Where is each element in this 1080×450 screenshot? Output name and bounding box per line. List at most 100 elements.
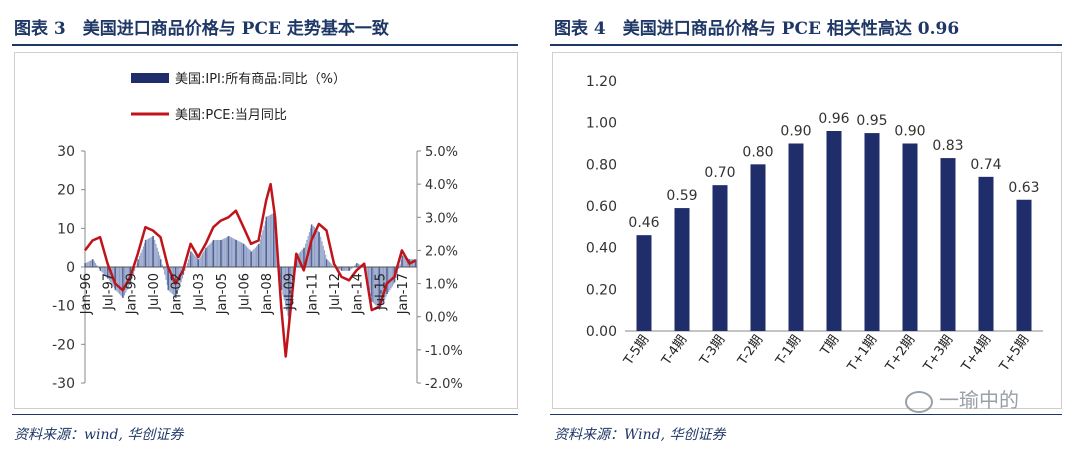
bar-mark [383,267,385,302]
bar-mark [826,131,842,331]
bar-mark [166,267,168,286]
bar-mark [320,236,322,267]
data-label: 0.70 [704,165,735,181]
right-tick-label: 4.0% [425,178,458,193]
category-label: T+2期 [882,333,918,375]
bar-mark [318,232,320,267]
bar-mark [253,248,255,267]
data-label: 0.95 [856,113,887,129]
bar-mark [415,259,417,267]
x-tick-label: Jan-11 [305,273,320,315]
chart-title-right: 图表 4 美国进口商品价格与 PCE 相关性高达 0.96 [554,19,960,39]
bar-mark [265,216,267,267]
left-tick-label: -30 [52,376,75,392]
bar-mark [199,257,201,267]
bar-mark [244,245,246,267]
data-label: 0.90 [780,124,811,140]
x-tick-label: Jan-02 [170,273,185,315]
bar-mark [271,214,273,267]
bar-mark [195,256,197,267]
bar-mark [371,267,373,302]
bar-mark [902,143,918,331]
bar-mark [274,225,276,267]
bar-mark [272,213,274,267]
bar-chart: 1.20 1.00 0.80 0.60 0.40 0.20 0.00 0.46 T-5期 0.59… [586,74,1043,375]
bar-mark [102,267,104,274]
bar-mark [234,239,236,267]
bar-mark [384,267,386,300]
source-note-left: 资料来源：wind, 华创证券 [14,427,184,443]
title-rule-left [12,44,518,46]
bar-mark [378,267,381,310]
bar-mark [310,224,313,267]
bar-mark [184,267,186,271]
right-tick-label: 5.0% [425,145,458,160]
bar-mark [209,243,211,267]
bar-mark [284,267,287,306]
bar-mark [257,243,260,267]
bar-mark [101,267,103,273]
bar-mark [218,239,220,267]
bar-mark [356,263,358,267]
bar-mark [227,236,230,267]
category-label: T-3期 [697,333,729,369]
bar-mark [117,267,119,293]
bar-mark [414,259,417,267]
chart-frame-right: 1.20 1.00 0.80 0.60 0.40 0.20 0.00 0.46 T-5期 0.59… [552,52,1062,409]
y-tick-label: 0.00 [586,324,617,340]
chart-title-left: 图表 3 美国进口商品价格与 PCE 走势基本一致 [14,19,389,39]
bar-mark [337,267,339,269]
bottom-rule-right [550,414,1062,415]
bar-mark [93,261,95,267]
bar-mark [165,267,167,280]
bar-mark [103,267,105,275]
bar-mark [84,263,86,267]
bar-mark [219,239,221,267]
bar-mark [355,264,357,267]
bar-mark [263,225,265,267]
bar-mark [280,267,282,291]
bar-mark [87,261,89,267]
bar-mark [242,243,244,267]
x-tick-label: Jan-05 [215,273,230,315]
bar-mark [350,267,352,270]
bar-mark [167,267,169,291]
bar-mark [262,230,264,267]
category-label: T+4期 [958,333,994,375]
bar-mark [344,267,346,271]
bar-mark [206,246,209,267]
bar-mark [346,267,348,271]
x-tick-label: Jan-99 [124,273,139,315]
bar-mark [215,239,217,267]
bar-mark [227,236,229,267]
x-tick-label: Jan-08 [260,273,275,315]
bar-mark [391,267,393,287]
bar-mark [413,259,415,267]
bar-mark [212,241,214,267]
bar-mark [273,212,275,267]
bar-mark [147,238,149,267]
bar-mark [162,267,165,270]
bar-mark [208,245,210,267]
bar-mark [99,267,101,271]
bar-mark [287,267,289,316]
bar-mark [196,257,199,267]
bar-mark [325,259,328,267]
bar-mark [301,250,303,267]
bar-mark [359,264,361,267]
bar-mark [313,227,315,267]
bar-mark [164,267,166,275]
category-label: T+1期 [844,333,880,375]
bar-mark [348,267,350,271]
bar-mark [96,265,98,267]
bar-mark [144,243,146,267]
category-label: T-5期 [621,333,653,369]
bar-mark [113,267,116,289]
data-label: 0.83 [932,138,963,154]
bar-mark [636,235,652,331]
bar-mark [321,241,323,267]
bar-mark [674,208,690,331]
data-label: 0.96 [818,111,849,127]
data-label: 0.63 [1008,180,1039,196]
bar-mark [88,261,90,267]
